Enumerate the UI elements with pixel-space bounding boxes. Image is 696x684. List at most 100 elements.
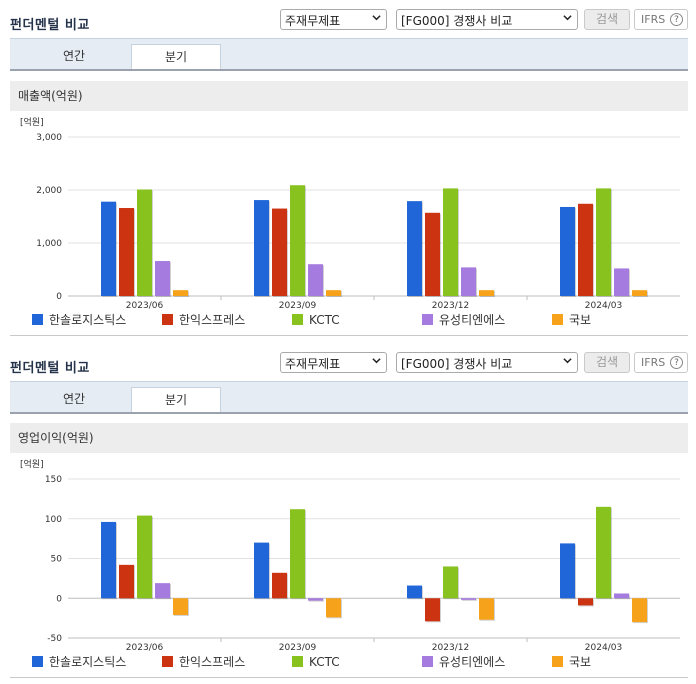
bar — [254, 542, 269, 599]
x-tick-label: 2023/12 — [432, 643, 469, 653]
bar — [443, 566, 458, 599]
ifrs-label: IFRS — [641, 13, 666, 26]
ifrs-help-button[interactable]: IFRS ? — [634, 9, 688, 30]
bar — [119, 564, 134, 599]
statement-type-value: 주재무제표 — [285, 14, 341, 28]
x-tick-label: 2024/03 — [585, 301, 622, 311]
legend-item[interactable]: 유성티엔에스 — [422, 312, 505, 328]
legend-item[interactable]: KCTC — [292, 312, 340, 328]
y-tick-label: -50 — [47, 634, 62, 644]
legend-item[interactable]: 유성티엔에스 — [422, 654, 505, 670]
legend-item[interactable]: 한솔로지스틱스 — [32, 654, 126, 670]
x-tick-label: 2023/06 — [126, 643, 164, 653]
statement-type-select[interactable]: 주재무제표 — [280, 352, 387, 373]
bar — [137, 189, 152, 296]
section-header: 펀더멘털 비교 주재무제표 [FG000] 경쟁사 비교 검색 IFRS ? — [0, 6, 696, 36]
legend-swatch — [162, 314, 173, 325]
bar — [119, 208, 134, 296]
bar — [308, 264, 323, 296]
bar — [308, 598, 323, 601]
legend-swatch — [162, 656, 173, 667]
section-bottom-border — [10, 335, 688, 336]
tab-quarterly[interactable]: 분기 — [131, 44, 221, 70]
legend-swatch — [422, 656, 433, 667]
search-button[interactable]: 검색 — [584, 352, 630, 373]
x-tick-label: 2023/06 — [126, 301, 164, 311]
bar — [155, 261, 170, 296]
y-axis-unit-label: [억원] — [20, 116, 44, 128]
legend-swatch — [32, 314, 43, 325]
x-tick-label: 2023/09 — [279, 301, 317, 311]
chart-legend: 한솔로지스틱스 한익스프레스 KCTC 유성티엔에스 국보 — [30, 312, 690, 328]
bar — [443, 188, 458, 296]
y-tick-label: 150 — [45, 475, 62, 485]
bar — [272, 572, 287, 599]
chevron-down-icon — [563, 358, 572, 364]
legend-swatch — [422, 314, 433, 325]
x-tick-label: 2023/12 — [432, 301, 469, 311]
bar — [614, 593, 629, 599]
bar — [560, 206, 575, 296]
bar — [407, 201, 422, 296]
bar — [596, 188, 611, 296]
legend-item[interactable]: 국보 — [552, 312, 591, 328]
tab-divider — [10, 69, 688, 71]
compare-group-select[interactable]: [FG000] 경쟁사 비교 — [396, 9, 578, 30]
legend-item[interactable]: 한익스프레스 — [162, 654, 245, 670]
legend-label: KCTC — [309, 655, 340, 669]
bar-shadow — [462, 599, 477, 601]
legend-label: 국보 — [569, 313, 592, 327]
legend-label: 한솔로지스틱스 — [49, 313, 127, 327]
compare-group-value: [FG000] 경쟁사 비교 — [401, 14, 513, 28]
bar — [632, 598, 647, 623]
legend-swatch — [292, 656, 303, 667]
bar — [155, 583, 170, 599]
bar — [173, 290, 188, 296]
tab-annual[interactable]: 연간 — [62, 49, 86, 63]
bar — [407, 585, 422, 599]
period-tabs: 연간 분기 — [10, 38, 688, 70]
bar — [137, 515, 152, 599]
y-axis-unit-label: [억원] — [20, 458, 44, 470]
bar — [326, 290, 341, 296]
chart-panel-title: 영업이익(억원) — [10, 423, 688, 453]
chevron-down-icon — [372, 358, 381, 364]
tab-quarterly[interactable]: 분기 — [131, 387, 221, 413]
x-tick-label: 2024/03 — [585, 643, 622, 653]
legend-label: 한솔로지스틱스 — [49, 655, 127, 669]
x-tick-label: 2023/09 — [279, 643, 317, 653]
section-title: 펀더멘털 비교 — [10, 361, 90, 376]
bar — [290, 509, 305, 599]
period-tabs: 연간 분기 — [10, 381, 688, 413]
legend-item[interactable]: 한익스프레스 — [162, 312, 245, 328]
bar — [461, 267, 476, 296]
section-title: 펀더멘털 비교 — [10, 18, 90, 33]
ifrs-help-button[interactable]: IFRS ? — [634, 352, 688, 373]
statement-type-select[interactable]: 주재무제표 — [280, 9, 387, 30]
section-header: 펀더멘털 비교 주재무제표 [FG000] 경쟁사 비교 검색 IFRS ? — [0, 349, 696, 379]
legend-swatch — [32, 656, 43, 667]
legend-item[interactable]: 한솔로지스틱스 — [32, 312, 126, 328]
bar — [272, 208, 287, 296]
legend-label: 한익스프레스 — [179, 313, 246, 327]
legend-item[interactable]: KCTC — [292, 654, 340, 670]
section-bottom-border — [10, 677, 688, 678]
bar — [632, 290, 647, 296]
y-tick-label: 0 — [56, 292, 62, 302]
legend-swatch — [552, 656, 563, 667]
legend-label: 한익스프레스 — [179, 655, 246, 669]
chevron-down-icon — [372, 15, 381, 21]
legend-item[interactable]: 국보 — [552, 654, 591, 670]
bar — [101, 521, 116, 599]
legend-label: 유성티엔에스 — [439, 313, 506, 327]
bar — [479, 598, 494, 620]
y-tick-label: 2,000 — [36, 186, 62, 196]
chart-panel-title: 매출액(억원) — [10, 81, 688, 111]
compare-group-select[interactable]: [FG000] 경쟁사 비교 — [396, 352, 578, 373]
revenue-chart: [억원] 0 1,000 2,000 3,000 2023/06 2023/09 2023/1… — [20, 116, 680, 311]
search-button[interactable]: 검색 — [584, 9, 630, 30]
chart-legend: 한솔로지스틱스 한익스프레스 KCTC 유성티엔에스 국보 — [30, 654, 690, 670]
bar — [254, 200, 269, 296]
tab-annual[interactable]: 연간 — [62, 392, 86, 406]
y-tick-label: 100 — [45, 515, 62, 525]
